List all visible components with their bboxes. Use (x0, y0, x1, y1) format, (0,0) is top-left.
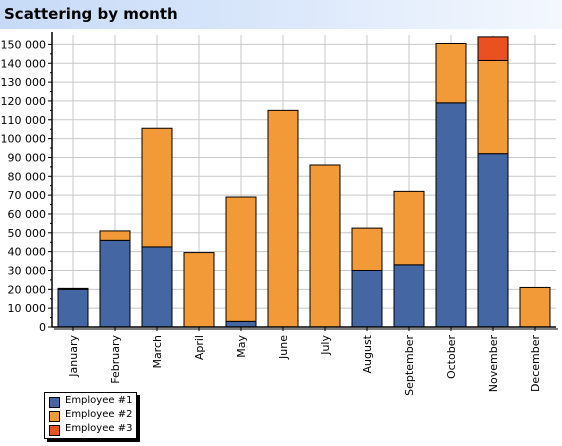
y-tick-label: 0 (39, 321, 46, 334)
x-tick-label: July (319, 335, 332, 356)
x-tick-label: November (487, 335, 500, 393)
x-tick-label: September (403, 335, 416, 396)
bar-august-series-2 (351, 227, 383, 271)
x-tick-label: December (529, 335, 542, 393)
legend-swatch-employee-2 (49, 411, 60, 422)
y-tick-label: 120 000 (1, 95, 47, 108)
y-tick-label: 60 000 (8, 208, 47, 221)
legend-swatch-employee-1 (49, 397, 60, 408)
bar-september-series-1 (393, 264, 425, 328)
bar-june-series-2 (267, 109, 299, 328)
y-tick-label: 110 000 (1, 114, 47, 127)
y-tick-label: 50 000 (8, 227, 47, 240)
y-tick-label: 130 000 (1, 76, 47, 89)
legend-label: Employee #2 (65, 409, 133, 420)
bar-march-series-2 (141, 127, 173, 248)
bar-november-series-1 (477, 153, 509, 328)
y-tick-label: 40 000 (8, 246, 47, 259)
legend-label: Employee #3 (65, 423, 133, 434)
legend-swatch-employee-3 (49, 425, 60, 436)
title-bar: Scattering by month (0, 0, 562, 29)
x-tick-label: February (109, 335, 122, 384)
bar-january-series-1 (57, 288, 89, 328)
bar-november-series-3 (477, 36, 509, 61)
y-tick-label: 90 000 (8, 151, 47, 164)
bar-february-series-2 (99, 230, 131, 241)
bar-october-series-2 (435, 42, 467, 104)
bar-august-series-1 (351, 269, 383, 328)
y-tick-label: 10 000 (8, 302, 47, 315)
legend: Employee #1 Employee #2 Employee #3 (44, 392, 137, 439)
x-tick-label: August (361, 334, 374, 373)
x-tick-label: January (67, 335, 80, 378)
y-tick-label: 70 000 (8, 189, 47, 202)
bar-december-series-2 (519, 286, 551, 328)
y-tick-label: 140 000 (1, 57, 47, 70)
x-tick-label: April (193, 335, 206, 360)
y-tick-label: 100 000 (1, 133, 47, 146)
x-tick-label: October (445, 335, 458, 379)
bar-november-series-2 (477, 59, 509, 155)
x-tick-label: March (151, 335, 164, 369)
bar-may-series-1 (225, 320, 257, 328)
y-tick-label: 150 000 (1, 38, 47, 51)
y-tick-label: 30 000 (8, 264, 47, 277)
bar-july-series-2 (309, 164, 341, 328)
bar-february-series-1 (99, 239, 131, 328)
legend-label: Employee #1 (65, 395, 133, 406)
x-tick-label: May (235, 335, 248, 358)
bar-october-series-1 (435, 102, 467, 328)
bar-may-series-2 (225, 196, 257, 322)
chart-title: Scattering by month (4, 5, 178, 23)
bar-march-series-1 (141, 246, 173, 328)
x-tick-label: June (277, 335, 290, 360)
bar-january-series-2 (57, 287, 89, 290)
bar-september-series-2 (393, 190, 425, 266)
y-tick-label: 20 000 (8, 283, 47, 296)
y-tick-label: 80 000 (8, 170, 47, 183)
bar-april-series-2 (183, 252, 215, 328)
